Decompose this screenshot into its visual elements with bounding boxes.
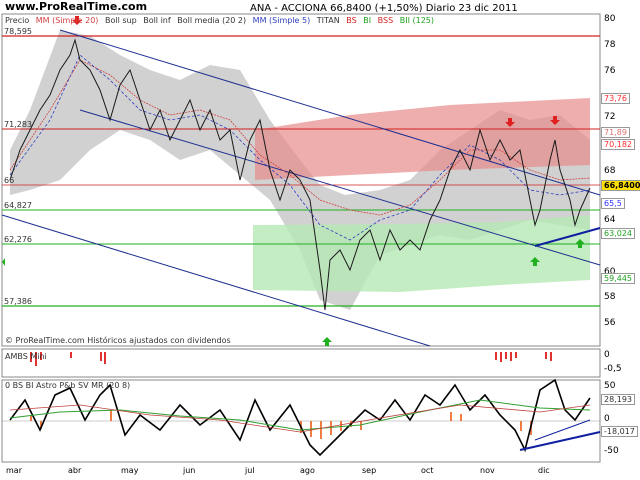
mini-panel-label: AMBS Mini — [5, 352, 47, 361]
legend-mm5: MM (Simple 5) — [252, 16, 311, 25]
oscillator-label: 0 BS BI Astro P&b SV MR (20 8) — [5, 381, 131, 390]
value-tag: 73,76 — [601, 93, 630, 104]
green-zone — [253, 215, 590, 292]
legend-bollinf: Boll inf — [143, 16, 171, 25]
buy-arrow — [575, 239, 585, 248]
price-axis-tick: 68 — [604, 166, 616, 176]
value-tag: 63,024 — [601, 228, 635, 239]
price-axis-tick: 76 — [604, 66, 616, 76]
level-label: 78,595 — [4, 27, 32, 36]
price-axis-tick: 78 — [604, 40, 616, 50]
legend-bss: BSS — [377, 16, 394, 25]
site-brand: www.ProRealTime.com — [5, 0, 148, 13]
value-tag: 65,5 — [601, 198, 625, 209]
legend-bollmed: Boll media (20 2) — [177, 16, 247, 25]
month-label: jun — [183, 466, 196, 475]
price-axis-tick: 58 — [604, 292, 616, 302]
legend-price: Precio — [5, 16, 30, 25]
copyright-note: © ProRealTime.com Históricos ajustados c… — [5, 336, 231, 345]
month-label: abr — [68, 466, 82, 475]
buy-arrow — [530, 257, 540, 266]
osc-value-tag: 28,193 — [601, 394, 635, 405]
legend-mm20: MM (Simple 20) — [35, 16, 99, 25]
price-axis-tick: 72 — [604, 112, 616, 122]
sell-arrow — [550, 116, 560, 125]
level-label: 64,827 — [4, 201, 32, 210]
legend-bs: BS — [346, 16, 357, 25]
osc-axis-tick: 0 — [604, 414, 610, 424]
legend-bollsup: Boll sup — [104, 16, 137, 25]
chart-title: ANA - ACCIONA 66,8400 (+1,50%) Diario 23… — [250, 3, 518, 14]
month-label: sep — [362, 466, 377, 475]
osc-axis-tick: -50 — [604, 446, 619, 456]
oscillator-line — [9, 378, 591, 457]
month-label: nov — [480, 466, 495, 475]
month-label: jul — [245, 466, 255, 475]
osc-value-tag: -18,017 — [601, 426, 638, 437]
price-axis-tick: 80 — [604, 14, 616, 24]
level-label: 62,276 — [4, 235, 32, 244]
price-axis-tick: 56 — [604, 318, 616, 328]
buy-arrow — [322, 337, 332, 346]
month-label: dic — [538, 466, 550, 475]
mini-axis-tick: -0,5 — [604, 364, 622, 374]
legend-titan: TITAN — [316, 16, 340, 25]
osc-axis-tick: 50 — [604, 381, 616, 391]
legend-bii: BII (125) — [399, 16, 434, 25]
legend-bi: BI — [363, 16, 372, 25]
value-tag: 71,89 — [601, 127, 630, 138]
value-tag: 70,182 — [601, 139, 635, 150]
price-tag: 66,8400 — [601, 180, 640, 191]
level-label: 66 — [4, 176, 15, 185]
sell-arrow — [72, 16, 82, 25]
month-label: may — [121, 466, 139, 475]
red-zone — [255, 98, 590, 180]
value-tag: 59,445 — [601, 273, 635, 284]
month-label: mar — [6, 466, 22, 475]
sell-arrow — [505, 118, 515, 127]
indicator-legend: Precio MM (Simple 20) Boll sup Boll inf … — [5, 16, 438, 25]
price-line — [9, 38, 591, 311]
buy-arrow — [2, 258, 5, 266]
level-label: 71,283 — [4, 120, 32, 129]
mini-axis-tick: 0 — [604, 350, 610, 360]
month-label: oct — [421, 466, 434, 475]
level-label: 57,386 — [4, 297, 32, 306]
price-axis-tick: 60 — [604, 267, 616, 277]
price-axis-tick: 64 — [604, 215, 616, 225]
month-label: ago — [300, 466, 315, 475]
